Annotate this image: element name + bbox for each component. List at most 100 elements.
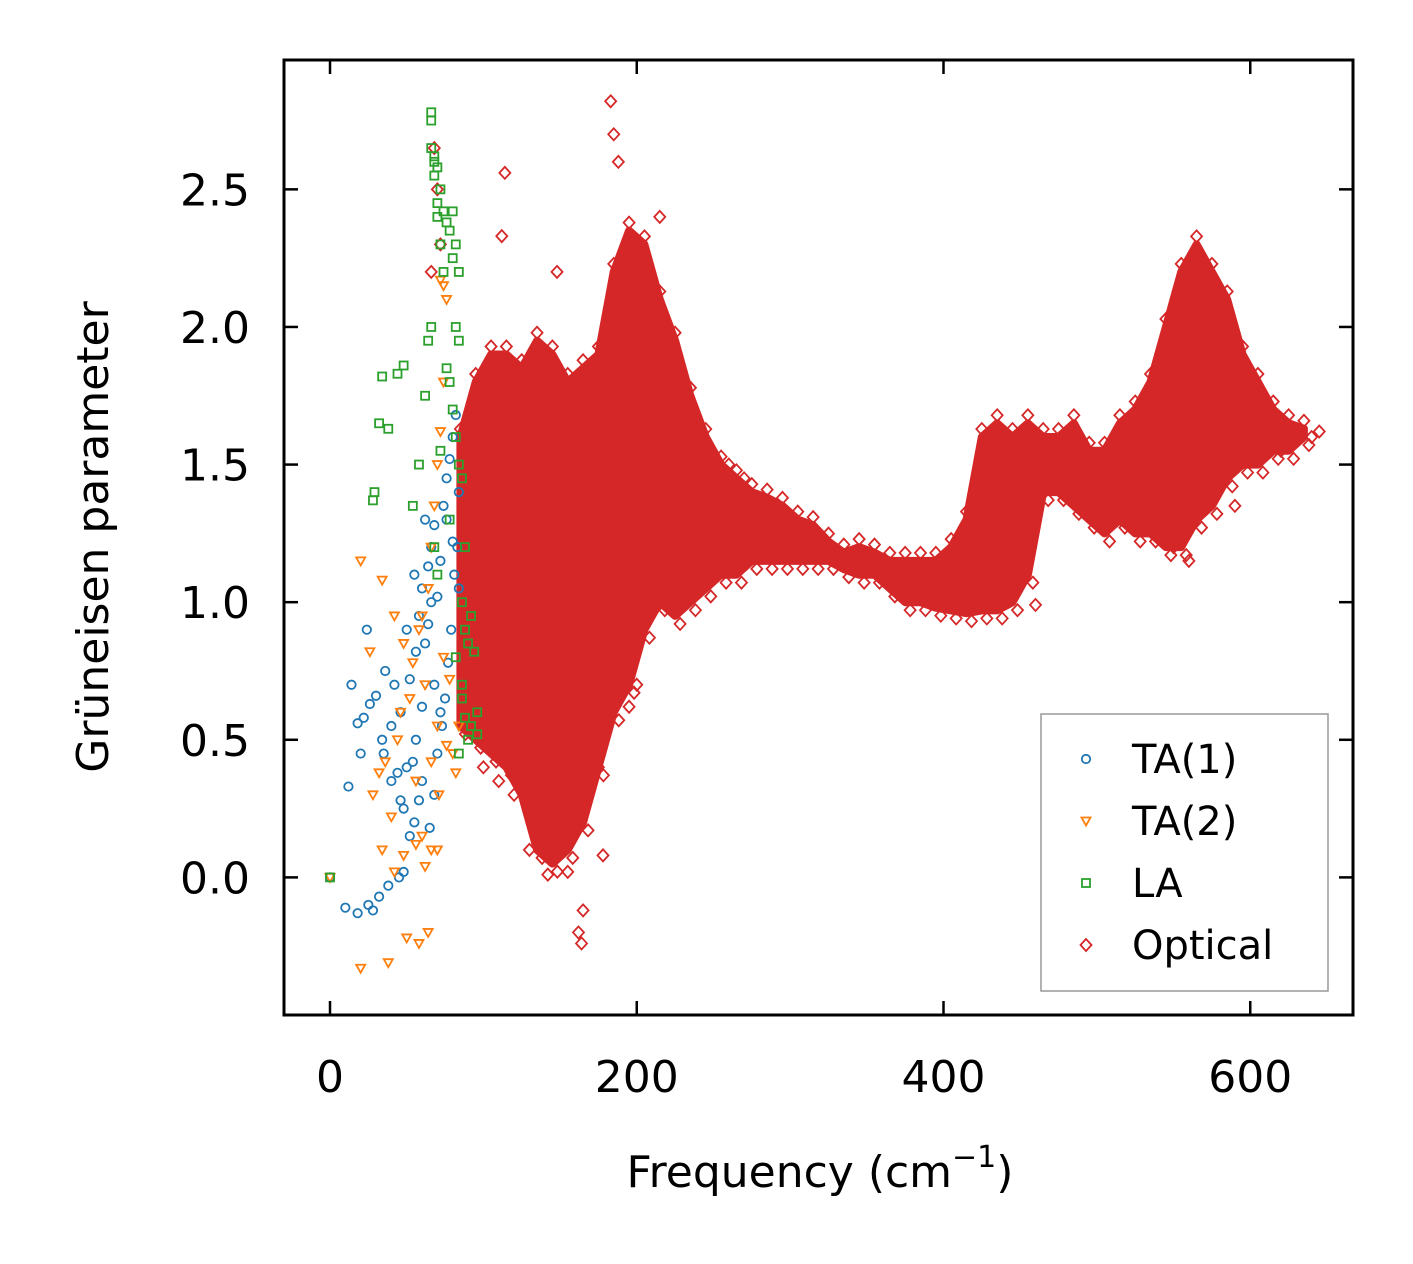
optical-point xyxy=(574,936,589,951)
data-point xyxy=(380,665,391,677)
data-point xyxy=(388,867,401,879)
legend-label: Optical xyxy=(1132,923,1273,969)
data-point xyxy=(440,295,453,306)
optical-point xyxy=(1205,484,1219,500)
optical-edge-marker xyxy=(898,545,912,561)
optical-edge-marker xyxy=(499,339,514,354)
data-point xyxy=(469,646,480,657)
optical-edge-marker xyxy=(1118,520,1132,535)
data-point xyxy=(410,646,421,657)
data-point xyxy=(395,795,406,806)
optical-edge-marker xyxy=(1041,492,1055,508)
data-point xyxy=(440,740,453,752)
optical-point xyxy=(611,154,626,170)
data-point xyxy=(432,748,443,759)
data-point xyxy=(453,335,464,346)
data-point xyxy=(388,611,401,623)
data-point xyxy=(420,638,431,649)
optical-point xyxy=(607,126,621,142)
data-point xyxy=(434,427,447,438)
data-point xyxy=(412,625,426,637)
data-point xyxy=(437,652,450,664)
data-point xyxy=(444,514,455,525)
data-point xyxy=(367,905,379,916)
data-point xyxy=(401,624,412,635)
optical-point xyxy=(1304,429,1319,445)
optical-edge-marker xyxy=(1097,435,1112,451)
optical-point xyxy=(576,903,590,918)
data-point xyxy=(397,639,410,650)
data-point xyxy=(426,597,437,608)
optical-edge-marker xyxy=(1051,421,1066,437)
data-point xyxy=(441,473,452,484)
optical-edge-marker xyxy=(1143,366,1158,382)
data-point xyxy=(453,267,464,277)
optical-edge-marker xyxy=(719,575,733,590)
optical-edge-marker xyxy=(1210,506,1224,522)
x-tick-label: 600 xyxy=(1208,1052,1292,1103)
optical-edge-marker xyxy=(688,602,703,618)
data-point xyxy=(398,866,409,877)
y-tick-label: 1.0 xyxy=(180,578,250,629)
optical-edge-marker xyxy=(1286,451,1301,467)
data-point xyxy=(370,690,382,701)
series-la xyxy=(325,107,483,883)
y-tick-label: 0.0 xyxy=(180,853,250,904)
optical-edge-marker xyxy=(642,630,657,646)
data-point xyxy=(463,638,473,649)
legend-marker xyxy=(1081,878,1091,888)
optical-edge-marker xyxy=(683,380,698,396)
optical-edge-marker xyxy=(750,561,764,577)
data-point xyxy=(376,575,389,587)
optical-edge-marker xyxy=(1256,465,1270,480)
optical-edge-marker xyxy=(995,611,1009,626)
optical-edge-marker xyxy=(504,767,519,783)
data-point xyxy=(431,721,444,733)
data-point xyxy=(444,225,455,236)
data-point xyxy=(447,206,458,217)
optical-edge-marker xyxy=(780,561,795,577)
data-point xyxy=(435,184,446,195)
optical-edge-marker xyxy=(550,864,565,879)
data-point xyxy=(466,611,477,621)
data-point xyxy=(383,423,394,434)
data-point xyxy=(453,486,464,498)
data-point xyxy=(420,514,431,525)
data-point xyxy=(438,267,449,277)
data-point xyxy=(450,432,461,442)
data-point xyxy=(426,107,437,118)
optical-edge-marker xyxy=(607,256,621,272)
optical-point xyxy=(476,759,491,775)
data-point xyxy=(438,500,449,511)
optical-point xyxy=(722,457,736,472)
data-point xyxy=(429,542,440,553)
series-ta-2- xyxy=(323,275,465,975)
data-point xyxy=(373,891,385,902)
data-point xyxy=(453,583,464,594)
optical-edge-marker xyxy=(1036,421,1050,437)
optical-edge-marker xyxy=(1266,394,1280,409)
data-point xyxy=(450,322,461,332)
optical-edge-marker xyxy=(872,575,887,590)
optical-point xyxy=(1028,597,1043,613)
optical-point xyxy=(591,759,606,775)
data-point xyxy=(424,822,435,833)
data-point xyxy=(431,845,444,857)
optical-edge-marker xyxy=(530,325,544,341)
data-point xyxy=(447,536,458,547)
data-point xyxy=(407,756,418,767)
data-point xyxy=(404,674,415,685)
data-point xyxy=(361,624,372,635)
optical-edge-marker xyxy=(1113,407,1127,423)
data-point xyxy=(423,561,434,572)
optical-edge-marker xyxy=(1102,534,1117,549)
optical-point xyxy=(596,848,610,863)
data-point xyxy=(423,619,434,630)
optical-edge-marker xyxy=(959,504,974,519)
optical-edge-marker xyxy=(1225,478,1239,494)
optical-edge-marker xyxy=(826,561,841,577)
data-point xyxy=(391,735,404,747)
optical-band-area xyxy=(456,226,1308,868)
data-point xyxy=(404,831,415,842)
data-point xyxy=(354,963,367,975)
